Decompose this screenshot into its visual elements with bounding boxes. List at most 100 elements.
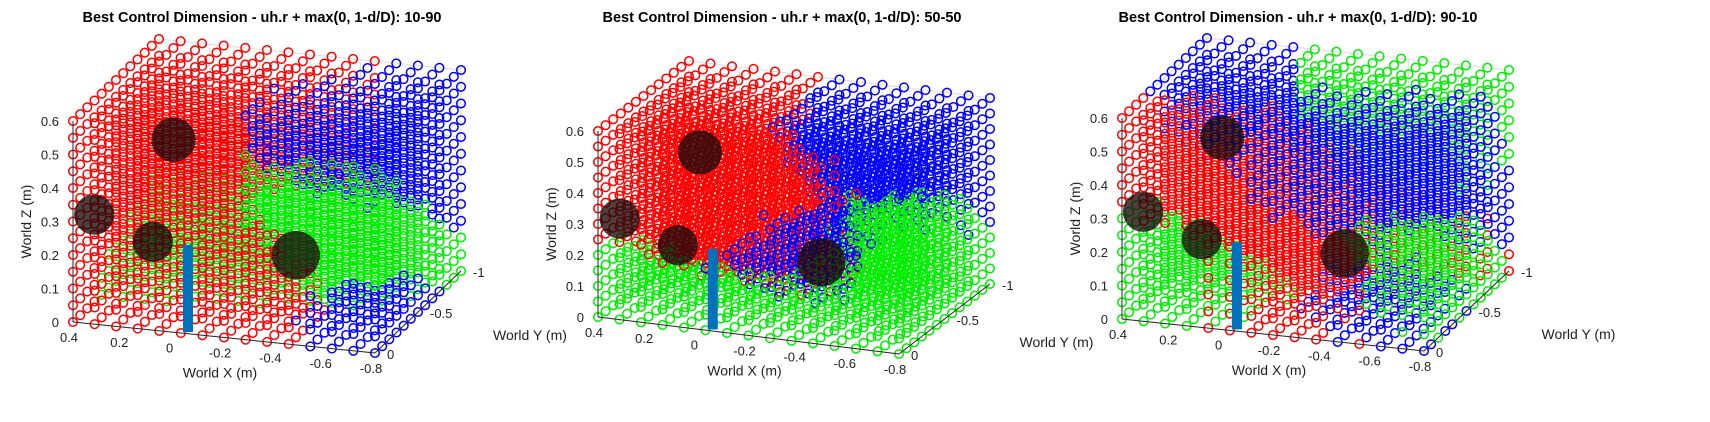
data-point xyxy=(754,78,765,89)
data-point xyxy=(168,65,179,76)
data-point xyxy=(984,108,996,119)
data-point xyxy=(283,322,294,333)
data-point xyxy=(218,259,229,270)
data-point xyxy=(262,196,273,208)
data-point xyxy=(283,182,294,193)
data-point xyxy=(855,77,867,88)
data-point xyxy=(312,217,323,228)
z-tick-label: 0.1 xyxy=(41,282,59,297)
data-point xyxy=(427,192,438,203)
data-point xyxy=(211,199,222,210)
data-point xyxy=(125,83,136,95)
data-point xyxy=(96,245,107,256)
data-point xyxy=(240,261,251,272)
data-point xyxy=(254,114,265,125)
data-point xyxy=(82,253,93,264)
data-point xyxy=(247,98,258,109)
data-point xyxy=(111,153,122,164)
data-point xyxy=(262,213,273,224)
data-point xyxy=(233,184,244,195)
data-point xyxy=(118,113,129,124)
data-point xyxy=(729,321,740,333)
data-point xyxy=(326,259,337,270)
data-point xyxy=(326,326,337,337)
data-point xyxy=(262,263,273,275)
data-point xyxy=(377,223,388,234)
data-point xyxy=(340,100,352,111)
data-point xyxy=(305,301,316,312)
data-point xyxy=(197,257,208,268)
data-point xyxy=(600,166,611,177)
data-point xyxy=(125,207,136,218)
data-point xyxy=(233,134,244,145)
data-point xyxy=(139,149,150,160)
data-point xyxy=(805,124,816,135)
data-point xyxy=(427,243,438,254)
data-point xyxy=(362,248,373,259)
data-point xyxy=(190,197,201,208)
data-point xyxy=(262,146,273,157)
data-point xyxy=(125,274,136,285)
data-point xyxy=(355,188,366,199)
data-point xyxy=(197,240,208,251)
data-point xyxy=(276,222,287,233)
data-point xyxy=(82,152,93,163)
data-point xyxy=(190,180,201,191)
data-point xyxy=(75,276,86,287)
data-point xyxy=(118,230,129,241)
data-point xyxy=(772,327,783,338)
data-point xyxy=(305,184,316,195)
data-point xyxy=(955,127,966,138)
data-point xyxy=(211,182,222,193)
data-point xyxy=(333,112,345,124)
data-point xyxy=(455,81,467,92)
data-point xyxy=(326,237,337,248)
data-point xyxy=(283,47,294,58)
data-point xyxy=(319,143,330,154)
data-point xyxy=(247,126,258,137)
data-point xyxy=(434,152,445,163)
data-point xyxy=(218,108,229,119)
data-point xyxy=(283,115,294,126)
data-point xyxy=(175,104,186,115)
data-point xyxy=(405,263,416,274)
data-point xyxy=(312,334,323,345)
data-point xyxy=(305,218,316,229)
data-point xyxy=(362,108,373,119)
data-point xyxy=(276,54,287,65)
data-point xyxy=(276,172,287,183)
scatter-points xyxy=(592,55,996,360)
data-point xyxy=(139,199,150,210)
data-point xyxy=(276,99,287,110)
data-point xyxy=(240,194,251,205)
axes xyxy=(72,121,462,354)
data-point xyxy=(427,159,438,170)
z-tick-label: 0.6 xyxy=(41,114,59,129)
data-point xyxy=(384,284,395,295)
data-point xyxy=(369,258,380,269)
data-point xyxy=(326,159,337,170)
data-point xyxy=(369,95,380,106)
data-point xyxy=(319,81,330,92)
data-point xyxy=(683,55,695,67)
data-point xyxy=(161,285,172,296)
data-point xyxy=(977,269,988,280)
data-point xyxy=(218,215,230,226)
data-point xyxy=(969,228,980,239)
data-point xyxy=(225,95,237,107)
data-point xyxy=(254,91,265,102)
data-point xyxy=(441,195,452,206)
data-point xyxy=(697,64,708,75)
data-point xyxy=(197,196,208,207)
data-point xyxy=(211,115,222,126)
data-point xyxy=(391,58,402,69)
data-point xyxy=(297,118,309,129)
data-point xyxy=(247,210,258,221)
data-point xyxy=(412,105,424,117)
data-point xyxy=(984,123,996,135)
data-point xyxy=(139,70,150,81)
data-point xyxy=(384,127,395,138)
data-point xyxy=(82,169,93,180)
data-point xyxy=(969,151,980,162)
data-point xyxy=(290,125,301,136)
